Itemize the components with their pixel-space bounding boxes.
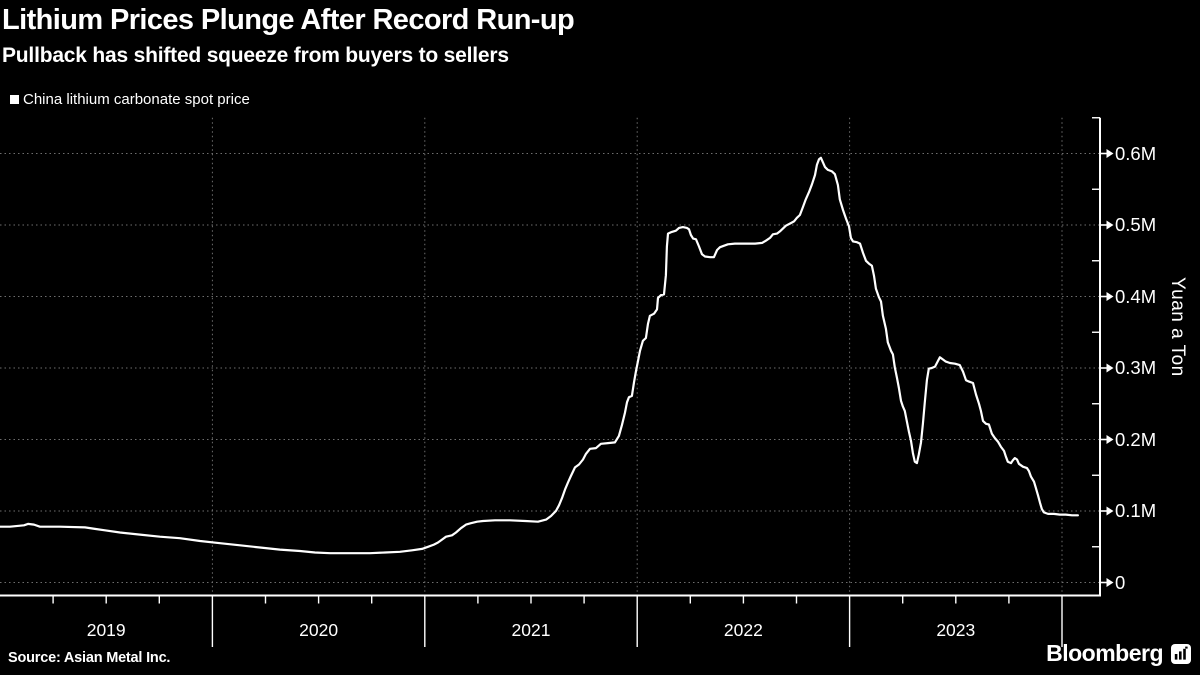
y-tick-arrow-icon xyxy=(1106,292,1114,301)
legend-label: China lithium carbonate spot price xyxy=(23,91,250,108)
y-tick-arrow-icon xyxy=(1106,149,1114,158)
y-tick-arrow-icon xyxy=(1106,578,1114,587)
x-year-label: 2022 xyxy=(723,620,763,640)
y-tick-label: 0.1M xyxy=(1115,500,1157,521)
bloomberg-logo: Bloomberg xyxy=(1046,642,1191,665)
y-tick-arrow-icon xyxy=(1106,506,1114,516)
x-year-label: 2019 xyxy=(86,620,126,640)
y-tick-arrow-icon xyxy=(1106,435,1114,444)
bloomberg-chart-icon xyxy=(1171,643,1191,664)
x-year-label: 2021 xyxy=(511,620,551,640)
y-tick-arrow-icon xyxy=(1106,363,1114,373)
y-tick-label: 0.4M xyxy=(1115,285,1157,307)
x-year-label: 2020 xyxy=(299,620,339,640)
y-tick-label: 0 xyxy=(1115,571,1126,593)
legend: China lithium carbonate spot price xyxy=(10,91,250,108)
x-year-label: 2023 xyxy=(936,620,976,640)
price-line-series xyxy=(0,156,1080,555)
y-tick-label: 0.3M xyxy=(1115,357,1157,378)
source-note: Source: Asian Metal Inc. xyxy=(8,650,171,666)
y-tick-label: 0.6M xyxy=(1115,142,1157,164)
chart-title: Lithium Prices Plunge After Record Run-u… xyxy=(2,4,575,36)
y-axis-title: Yuan a Ton xyxy=(1167,277,1188,377)
bloomberg-wordmark: Bloomberg xyxy=(1046,640,1163,666)
y-tick-label: 0.2M xyxy=(1115,428,1157,450)
legend-swatch-icon xyxy=(10,95,19,104)
chart-subtitle: Pullback has shifted squeeze from buyers… xyxy=(2,44,509,67)
y-tick-label: 0.5M xyxy=(1115,214,1157,235)
y-tick-arrow-icon xyxy=(1106,220,1114,230)
